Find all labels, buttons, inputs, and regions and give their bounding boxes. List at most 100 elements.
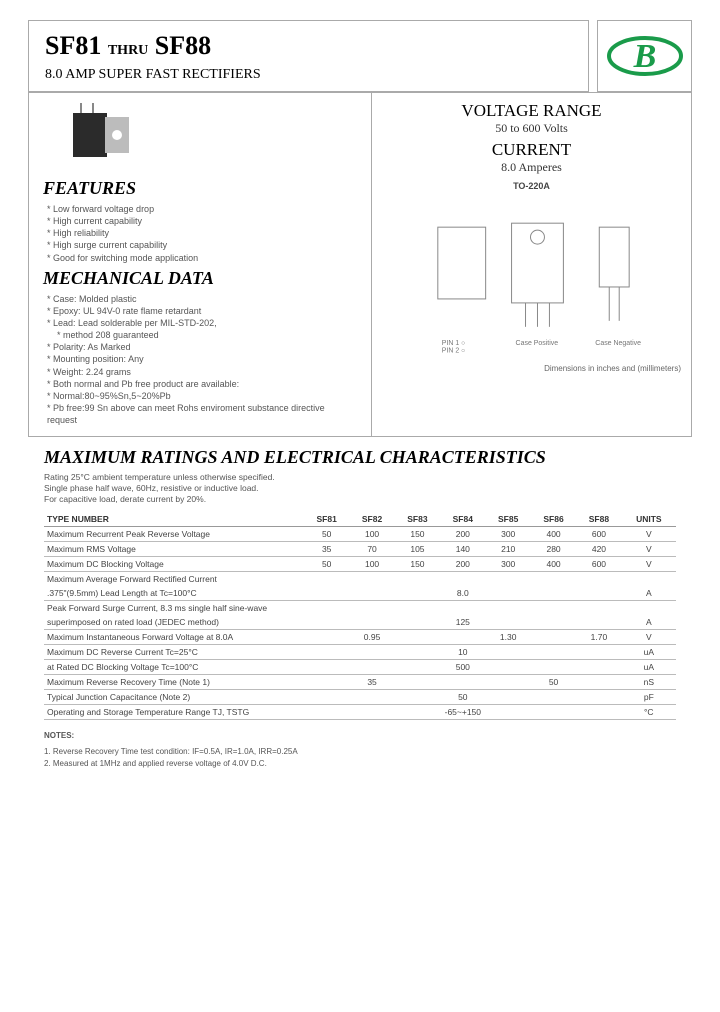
table-row: Maximum Recurrent Peak Reverse Voltage50… [44, 527, 676, 542]
value-cell [349, 572, 394, 587]
features-panel: FEATURES Low forward voltage dropHigh cu… [28, 92, 372, 437]
ratings-note: Rating 25°C ambient temperature unless o… [44, 472, 676, 504]
value-cell: 150 [395, 527, 440, 542]
value-cell: 50 [304, 690, 622, 705]
svg-text:PIN 1 ○: PIN 1 ○ [442, 340, 466, 347]
unit-cell: A [622, 615, 676, 630]
list-item: Polarity: As Marked [47, 341, 357, 353]
col-sf86: SF86 [531, 512, 576, 527]
list-item: High current capability [47, 215, 357, 227]
value-cell: 300 [486, 557, 531, 572]
col-sf85: SF85 [486, 512, 531, 527]
table-row: Maximum Average Forward Rectified Curren… [44, 572, 676, 587]
note-2: 2. Measured at 1MHz and applied reverse … [44, 758, 676, 770]
value-cell: 200 [440, 557, 485, 572]
features-list: Low forward voltage dropHigh current cap… [43, 203, 357, 264]
col-units: UNITS [622, 512, 676, 527]
unit-cell: uA [622, 645, 676, 660]
svg-text:Case Negative: Case Negative [595, 340, 641, 347]
value-cell: 50 [531, 675, 576, 690]
value-cell: nS [622, 675, 676, 690]
param-cell: Maximum Reverse Recovery Time (Note 1) [44, 675, 304, 690]
value-cell: 600 [576, 557, 621, 572]
value-cell: 100 [349, 527, 394, 542]
table-row: .375"(9.5mm) Lead Length at Tc=100°C8.0A [44, 586, 676, 601]
value-cell [531, 630, 576, 645]
value-cell [395, 630, 440, 645]
value-cell [304, 601, 349, 616]
value-cell [486, 572, 531, 587]
param-cell: Operating and Storage Temperature Range … [44, 705, 304, 720]
value-cell [576, 675, 621, 690]
value-cell [531, 572, 576, 587]
value-cell: 140 [440, 542, 485, 557]
svg-text:PIN 2 ○: PIN 2 ○ [442, 348, 466, 355]
value-cell: V [622, 557, 676, 572]
features-heading: FEATURES [43, 178, 357, 199]
value-cell: 280 [531, 542, 576, 557]
value-cell [622, 601, 676, 616]
value-cell: 500 [304, 660, 622, 675]
table-header-row: TYPE NUMBER SF81 SF82 SF83 SF84 SF85 SF8… [44, 512, 676, 527]
value-cell: 125 [304, 615, 622, 630]
value-cell [622, 572, 676, 587]
table-row: Maximum RMS Voltage3570105140210280420V [44, 542, 676, 557]
type-number-header: TYPE NUMBER [44, 512, 304, 527]
value-cell [349, 601, 394, 616]
unit-cell: °C [622, 705, 676, 720]
col-sf81: SF81 [304, 512, 349, 527]
logo-cell: B [597, 20, 692, 92]
list-item: High surge current capability [47, 239, 357, 251]
value-cell: 8.0 [304, 586, 622, 601]
value-cell: 1.30 [486, 630, 531, 645]
notes-section: NOTES: 1. Reverse Recovery Time test con… [44, 730, 676, 770]
value-cell [304, 675, 349, 690]
value-cell: 50 [304, 527, 349, 542]
page-title: SF81 THRU SF88 [45, 31, 572, 61]
table-row: Maximum DC Blocking Voltage5010015020030… [44, 557, 676, 572]
list-item: Pb free:99 Sn above can meet Rohs enviro… [47, 402, 357, 426]
value-cell: 70 [349, 542, 394, 557]
list-item: Low forward voltage drop [47, 203, 357, 215]
col-sf84: SF84 [440, 512, 485, 527]
current-value: 8.0 Amperes [382, 160, 681, 175]
unit-cell: A [622, 586, 676, 601]
param-cell: Maximum Average Forward Rectified Curren… [44, 572, 304, 587]
package-diagram-icon: PIN 1 ○ PIN 2 ○ Case Positive Case Negat… [382, 197, 681, 357]
ratings-heading: MAXIMUM RATINGS AND ELECTRICAL CHARACTER… [44, 447, 676, 468]
list-item: Good for switching mode application [47, 252, 357, 264]
current-title: CURRENT [382, 140, 681, 160]
subtitle: 8.0 AMP SUPER FAST RECTIFIERS [45, 67, 572, 83]
value-cell: 105 [395, 542, 440, 557]
value-cell [486, 601, 531, 616]
title-cell: SF81 THRU SF88 8.0 AMP SUPER FAST RECTIF… [28, 20, 589, 92]
list-item: Case: Molded plastic [47, 293, 357, 305]
value-cell: 50 [304, 557, 349, 572]
table-row: Maximum Reverse Recovery Time (Note 1)35… [44, 675, 676, 690]
list-item: Mounting position: Any [47, 353, 357, 365]
param-cell: Typical Junction Capacitance (Note 2) [44, 690, 304, 705]
value-cell: V [622, 527, 676, 542]
list-item: Lead: Lead solderable per MIL-STD-202, [47, 317, 357, 329]
list-item: Both normal and Pb free product are avai… [47, 378, 357, 390]
value-cell [440, 630, 485, 645]
value-cell: 0.95 [349, 630, 394, 645]
value-cell: 150 [395, 557, 440, 572]
param-cell: Peak Forward Surge Current, 8.3 ms singl… [44, 601, 304, 616]
value-cell [440, 675, 485, 690]
value-cell [440, 601, 485, 616]
mechanical-heading: MECHANICAL DATA [43, 268, 357, 289]
value-cell: 35 [304, 542, 349, 557]
value-cell: 200 [440, 527, 485, 542]
unit-cell: pF [622, 690, 676, 705]
value-cell [395, 675, 440, 690]
value-cell [486, 675, 531, 690]
svg-text:Case Positive: Case Positive [516, 340, 559, 347]
value-cell: 600 [576, 527, 621, 542]
table-row: Maximum Instantaneous Forward Voltage at… [44, 630, 676, 645]
value-cell [304, 572, 349, 587]
table-row: Maximum DC Reverse Current Tc=25°C10uA [44, 645, 676, 660]
param-cell: at Rated DC Blocking Voltage Tc=100°C [44, 660, 304, 675]
value-cell [395, 572, 440, 587]
value-cell [576, 601, 621, 616]
